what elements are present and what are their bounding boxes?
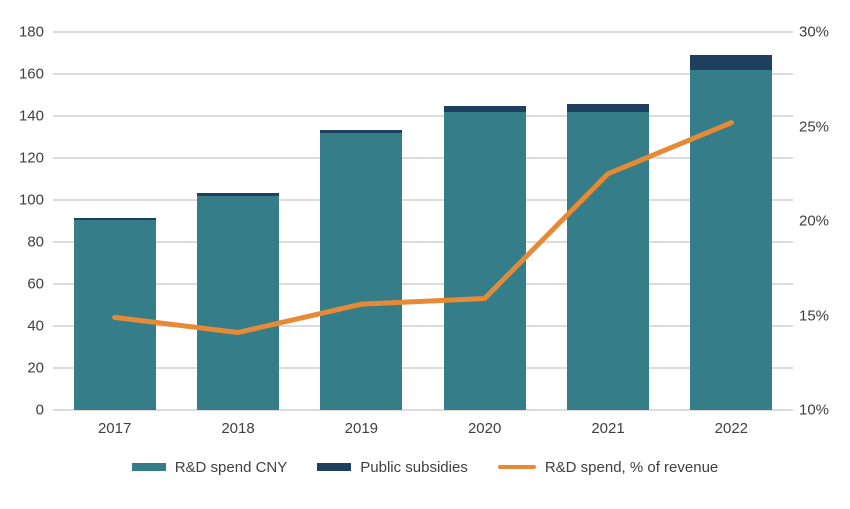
right-axis-tick-label: 20% [799,212,830,230]
legend-item-rd-spend: R&D spend CNY [131,458,288,476]
gridline [53,409,793,411]
legend-swatch-rd-spend [131,463,166,471]
x-axis-tick-label: 2018 [221,420,255,437]
bar-public-subsidies [320,129,403,133]
bar-public-subsidies [197,192,279,196]
x-axis-tick-label: 2021 [591,420,625,437]
left-axis-tick-label: 80 [27,233,44,251]
legend-item-rd-percent: R&D spend, % of revenue [497,458,719,476]
gridline [53,367,793,369]
bar-public-subsidies [443,105,526,112]
legend: R&D spend CNY Public subsidies R&D spend… [0,452,850,482]
left-axis-tick-label: 160 [18,65,44,83]
gridline [53,325,793,327]
left-axis-tick-label: 20 [27,359,44,377]
left-axis-tick-label: 120 [18,149,44,167]
bar-public-subsidies [690,55,773,70]
left-axis-tick-label: 140 [18,107,44,125]
bar-rd-spend [73,219,156,410]
legend-label-rd-percent: R&D spend, % of revenue [544,458,719,476]
legend-label-public-subsidies: Public subsidies [360,458,468,476]
right-axis-tick-label: 25% [799,118,830,135]
left-axis-tick-label: 0 [35,401,44,419]
gridline [53,115,793,117]
x-axis-tick-label: 2022 [714,420,749,437]
bar-rd-spend [197,195,279,410]
gridline [53,31,793,33]
gridline [53,241,793,243]
gridline [53,157,793,159]
left-axis-tick-label: 60 [27,275,44,293]
bar-rd-spend [443,111,526,410]
gridline [53,73,793,75]
bar-rd-spend [567,111,649,410]
x-axis-tick-label: 2017 [97,420,132,437]
right-axis-tick-label: 10% [799,401,830,419]
gridline [53,283,793,285]
x-axis-tick-label: 2020 [467,420,502,437]
bar-rd-spend [320,132,403,410]
bar-public-subsidies [73,217,156,220]
bar-rd-spend [690,69,773,410]
x-axis-tick-label: 2019 [344,420,379,437]
bar-public-subsidies [567,104,649,112]
left-axis-tick-label: 40 [27,317,44,335]
legend-swatch-public-subsidies [317,463,352,471]
legend-swatch-rd-percent [497,465,536,469]
left-axis-tick-label: 180 [18,23,44,41]
right-axis-tick-label: 15% [799,307,830,324]
legend-label-rd-spend: R&D spend CNY [174,458,288,476]
right-axis-tick-label: 30% [799,23,830,41]
legend-item-public-subsidies: Public subsidies [317,459,468,476]
gridline [53,199,793,201]
left-axis-tick-label: 100 [18,191,44,209]
